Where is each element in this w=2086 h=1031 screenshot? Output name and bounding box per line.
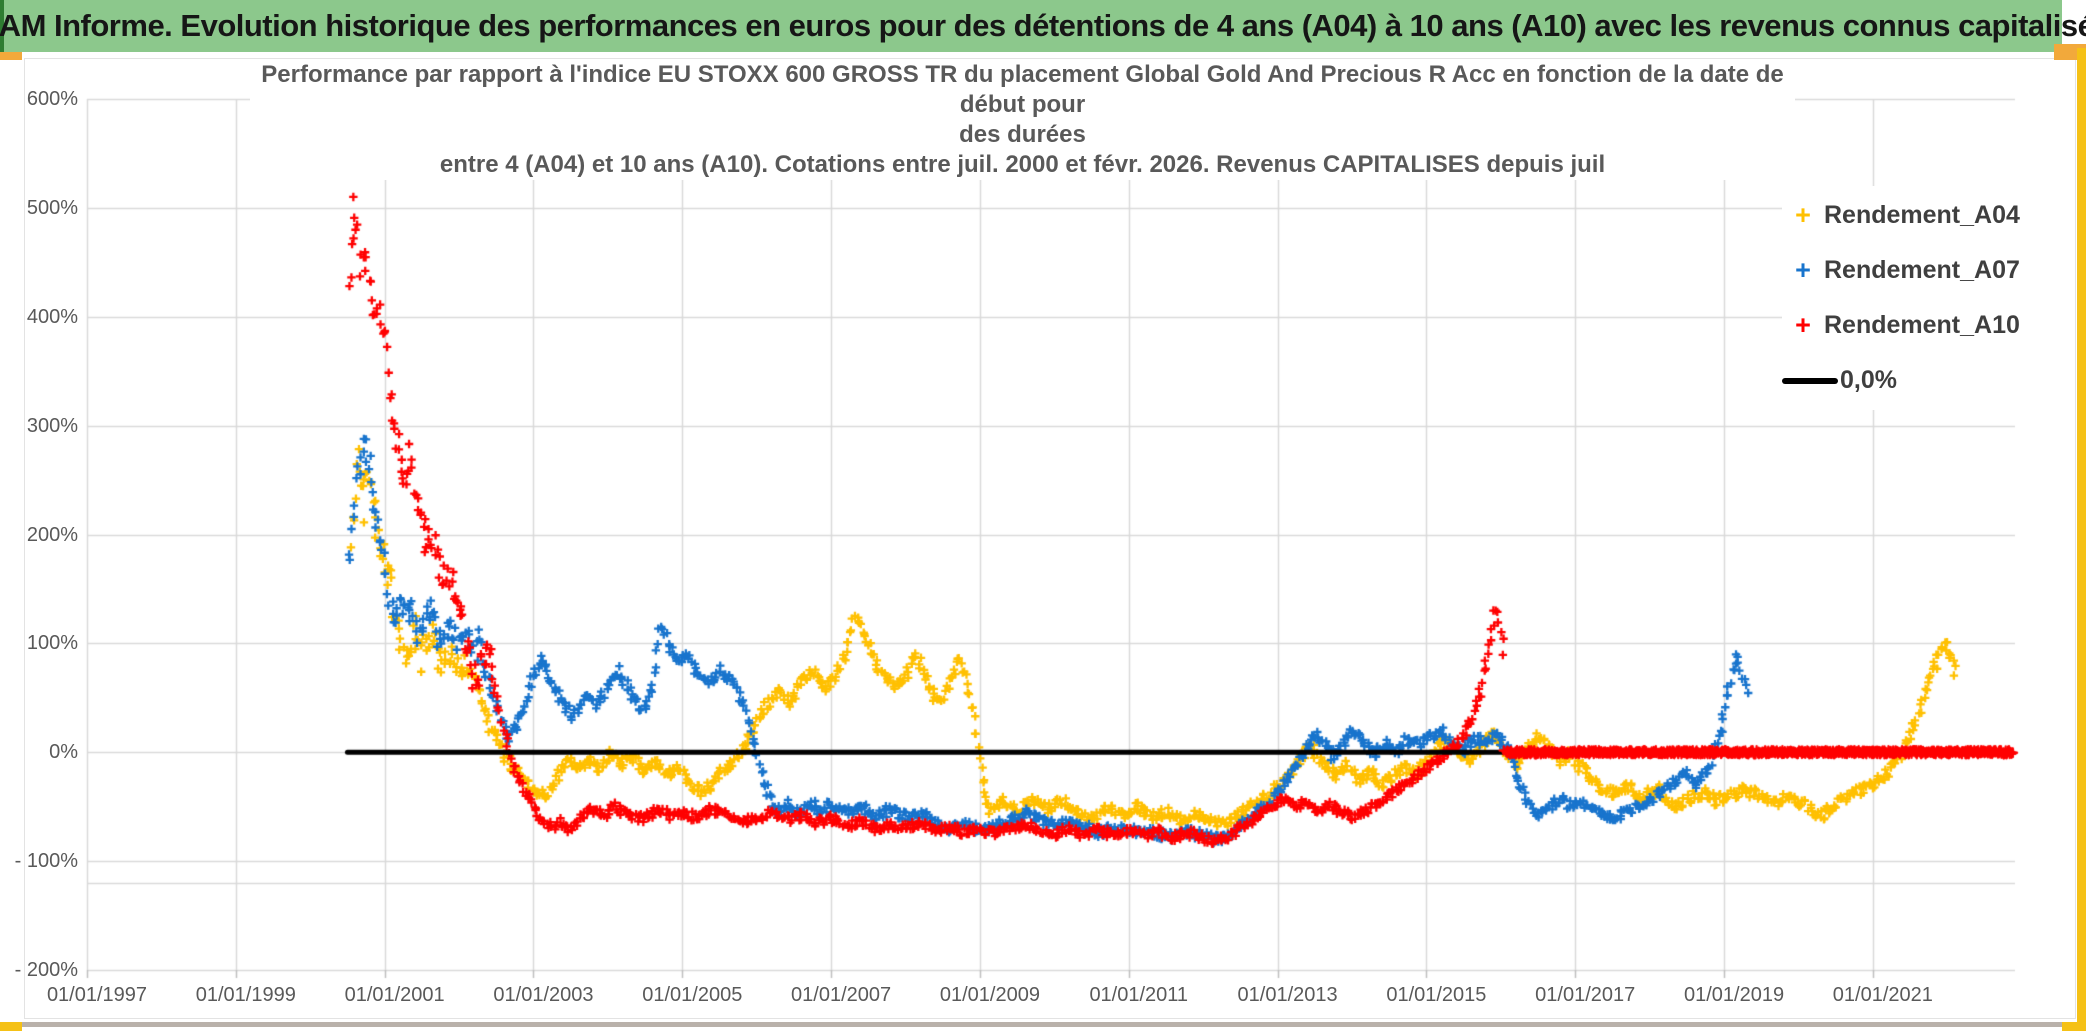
line-marker-icon [1782, 377, 1838, 384]
x-tick-label: 01/01/2013 [1237, 984, 1338, 1006]
y-tick-label: - 200% [14, 959, 78, 981]
chart-legend[interactable]: + Rendement_A04 + Rendement_A07 + Rendem… [1782, 186, 2024, 410]
x-tick-label: 01/01/2011 [1089, 984, 1189, 1006]
x-tick-label: 01/01/2021 [1832, 984, 1933, 1006]
x-tick-label: 01/01/2003 [493, 984, 594, 1006]
x-tick-label: 01/01/2015 [1386, 984, 1487, 1006]
bottom-edge-bar [0, 1022, 2086, 1027]
chart-title-line-3: entre 4 (A04) et 10 ans (A10). Cotations… [439, 151, 1606, 178]
legend-item-zero-line[interactable]: 0,0% [1782, 353, 2024, 408]
right-edge-strip[interactable] [2077, 48, 2086, 1031]
legend-label: Rendement_A07 [1824, 256, 2020, 284]
legend-item-a04[interactable]: + Rendement_A04 [1782, 188, 2024, 243]
x-tick-label: 01/01/2019 [1683, 984, 1785, 1006]
x-tick-label: 01/01/2009 [939, 984, 1040, 1006]
plus-marker-icon: + [1795, 310, 1811, 340]
y-tick-label: 100% [26, 632, 78, 655]
plus-marker-icon: + [1795, 255, 1811, 285]
legend-item-a07[interactable]: + Rendement_A07 [1782, 243, 2024, 298]
chart-title-line-1: Performance par rapport à l'indice EU ST… [261, 61, 1784, 118]
chart-title-line-2: des durées [959, 121, 1086, 148]
chart-title: Performance par rapport à l'indice EU ST… [250, 60, 1795, 180]
x-tick-label: 01/01/2017 [1535, 984, 1636, 1006]
x-tick-label: 01/01/2005 [642, 984, 743, 1006]
bottom-left-accent [0, 1022, 22, 1031]
x-tick-label: 01/01/1999 [195, 984, 296, 1006]
x-tick-label: 01/01/2007 [791, 984, 892, 1006]
legend-item-a10[interactable]: + Rendement_A10 [1782, 298, 2024, 353]
y-tick-label: 200% [26, 523, 78, 546]
y-tick-label: 300% [26, 414, 78, 437]
plus-marker-icon: + [1795, 200, 1811, 230]
y-tick-label: 400% [26, 305, 78, 328]
y-tick-label: 500% [26, 196, 78, 219]
y-tick-label: 600% [26, 88, 78, 110]
y-tick-label: - 100% [14, 850, 78, 873]
legend-label: 0,0% [1840, 366, 1897, 394]
x-tick-label: 01/01/2001 [344, 984, 445, 1006]
x-tick-label: 01/01/1997 [46, 984, 148, 1006]
legend-label: Rendement_A10 [1824, 311, 2020, 339]
legend-label: Rendement_A04 [1824, 201, 2020, 229]
bottom-right-accent [2062, 1022, 2086, 1031]
y-tick-label: 0% [49, 741, 78, 764]
